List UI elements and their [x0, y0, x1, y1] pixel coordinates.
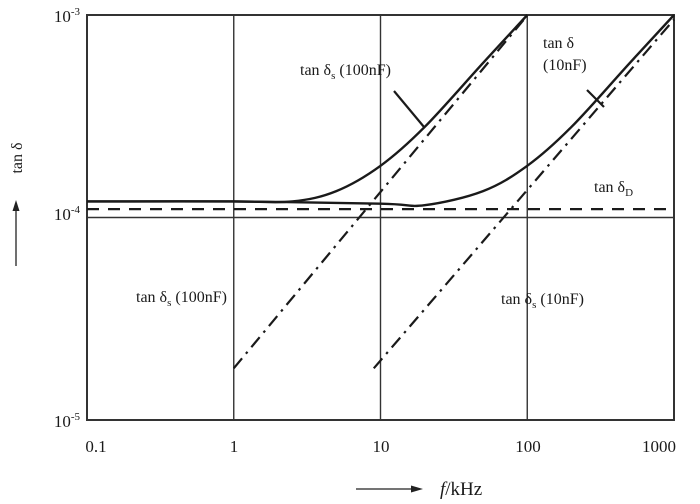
pointer-10nF: [586, 89, 605, 108]
pointer-100nF: [393, 90, 425, 128]
annotation-tan-delta-10nF-line2: (10nF): [543, 57, 587, 74]
y-axis-arrow-icon: [12, 200, 20, 266]
series-line-3: [232, 18, 525, 370]
y-tick-1e-4: 10-4: [54, 204, 81, 224]
series-line-4: [372, 18, 675, 370]
annotation-tan-delta-10nF-line1: tan δ: [543, 35, 574, 52]
series-line-0: [86, 14, 529, 204]
series-line-1: [86, 14, 675, 208]
x-tick-10: 10: [373, 437, 390, 456]
x-tick-100: 100: [515, 437, 541, 456]
annotation-tan-delta-s-100nF-low: tan δs (100nF): [136, 289, 227, 309]
y-tick-1e-3: 10-3: [54, 6, 81, 26]
x-tick-labels: 0.1 1 10 100 1000: [85, 437, 676, 456]
x-tick-0.1: 0.1: [85, 437, 106, 456]
x-axis-title: f/kHz: [440, 479, 482, 500]
y-tick-1e-5: 10-5: [54, 411, 81, 431]
annotation-tan-delta-D: tan δD: [594, 179, 633, 199]
y-axis-title: tan δ: [9, 142, 26, 173]
annotation-tan-delta-s-100nF-top: tan δs (100nF): [300, 62, 391, 82]
y-tick-labels: 10-3 10-4 10-5: [54, 6, 81, 431]
x-tick-1: 1: [230, 437, 239, 456]
x-tick-1000: 1000: [642, 437, 676, 456]
grid: [87, 15, 674, 420]
series-group: [86, 14, 675, 370]
x-axis-arrow-icon: [356, 485, 423, 493]
annotation-tan-delta-s-10nF-low: tan δs (10nF): [501, 291, 584, 311]
